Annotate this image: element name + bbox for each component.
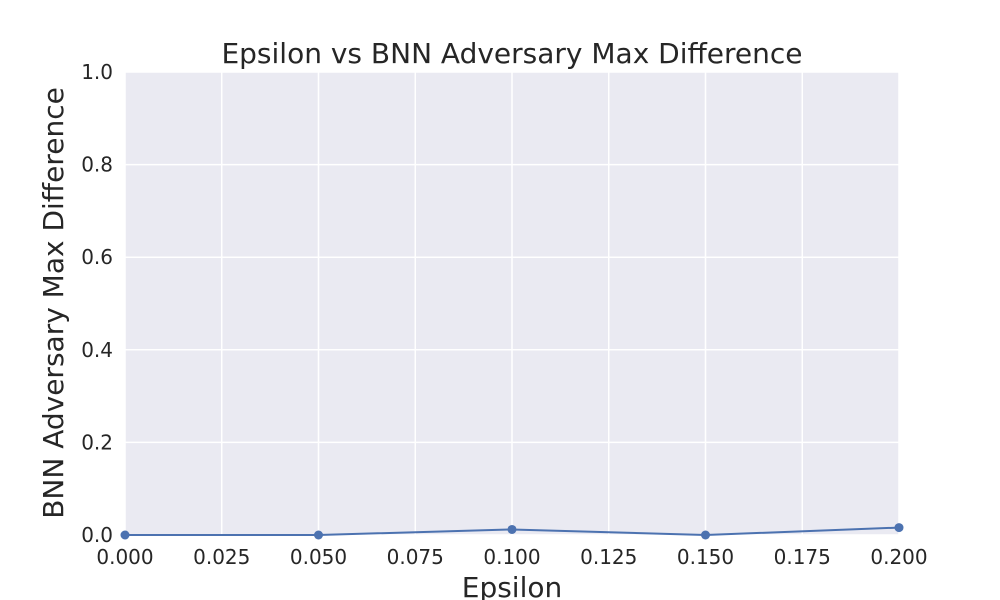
x-axis-label: Epsilon — [462, 571, 563, 600]
y-tick-label: 0.4 — [81, 338, 113, 362]
data-point — [314, 530, 323, 540]
data-point — [507, 524, 517, 534]
x-tick-label: 0.175 — [774, 545, 831, 569]
grid — [124, 71, 900, 536]
data-point — [701, 530, 710, 540]
series-layer — [120, 523, 904, 540]
x-tick-label: 0.100 — [483, 545, 540, 569]
data-point — [894, 523, 904, 533]
y-tick-label: 1.0 — [81, 60, 113, 84]
x-tick-label: 0.000 — [96, 545, 153, 569]
chart-title: Epsilon vs BNN Adversary Max Difference — [221, 37, 802, 70]
x-tick-label: 0.150 — [677, 545, 734, 569]
x-tick-label: 0.200 — [870, 545, 927, 569]
y-tick-labels: 0.0 0.2 0.4 0.6 0.8 1.0 — [81, 60, 113, 547]
data-point — [120, 530, 130, 540]
x-tick-label: 0.075 — [387, 545, 444, 569]
y-axis-label: BNN Adversary Max Difference — [37, 87, 70, 519]
y-tick-label: 0.2 — [81, 430, 113, 454]
y-tick-label: 0.8 — [81, 153, 113, 177]
x-tick-label: 0.125 — [580, 545, 637, 569]
y-tick-label: 0.0 — [81, 523, 113, 547]
x-tick-labels: 0.000 0.025 0.050 0.075 0.100 0.125 0.150 0.175… — [96, 545, 927, 569]
y-tick-label: 0.6 — [81, 245, 113, 269]
x-tick-label: 0.025 — [193, 545, 250, 569]
x-tick-label: 0.050 — [290, 545, 347, 569]
